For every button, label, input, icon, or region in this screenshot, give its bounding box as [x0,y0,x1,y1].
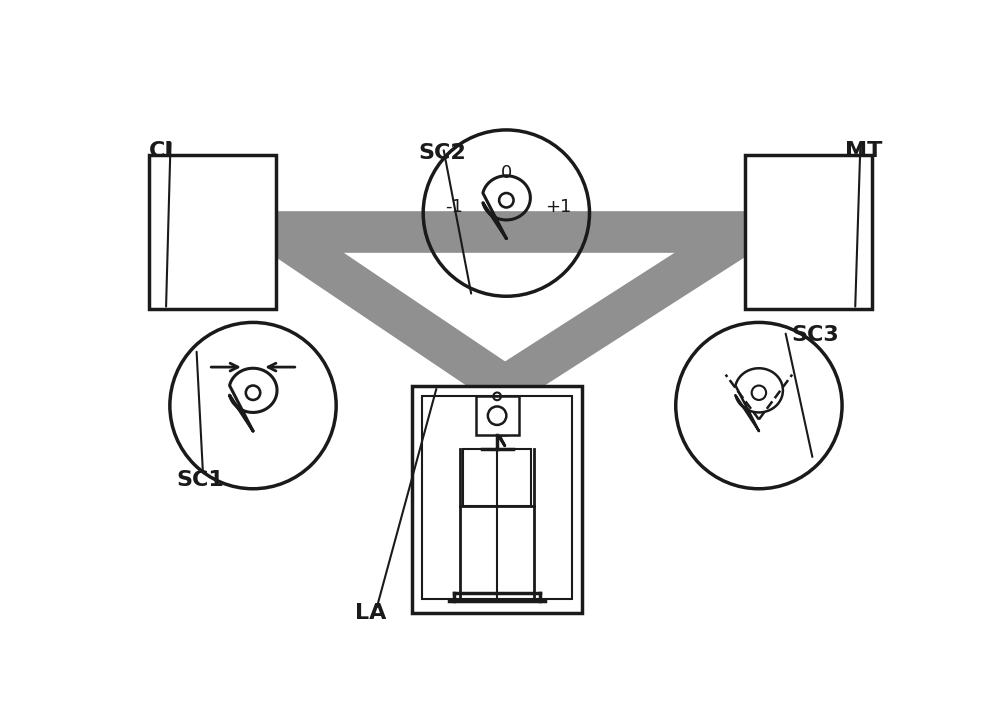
Text: MT: MT [845,141,882,161]
Text: SC2: SC2 [419,143,466,163]
Bar [463,449,531,506]
Text: LA: LA [355,604,386,624]
Text: +1: +1 [546,198,572,216]
Bar [422,397,572,599]
Text: CL: CL [149,141,180,161]
Bar [476,397,519,435]
Bar [745,156,872,309]
Bar [412,386,582,614]
Text: SC1: SC1 [176,470,224,490]
Text: -1: -1 [445,198,463,216]
Text: SC3: SC3 [791,325,839,345]
Bar [149,156,276,309]
Text: 0: 0 [501,164,512,182]
